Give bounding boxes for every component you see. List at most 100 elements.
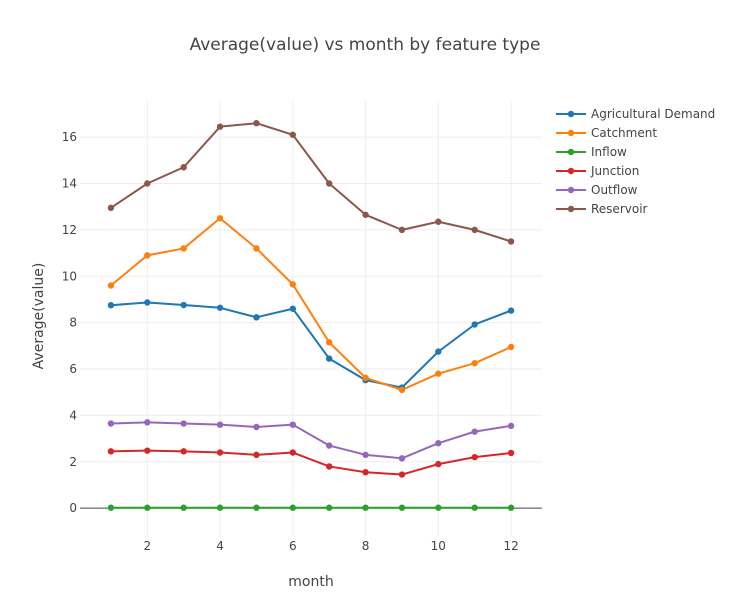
legend-label: Catchment (591, 126, 657, 140)
y-tick-label: 12 (62, 223, 77, 237)
legend-marker (567, 186, 575, 194)
data-point (325, 463, 333, 470)
data-point (289, 449, 297, 456)
x-tick-label: 12 (503, 539, 518, 553)
data-point (398, 504, 406, 511)
data-point (289, 504, 297, 511)
legend-label: Outflow (591, 183, 638, 197)
data-point (253, 451, 260, 459)
gridlines (80, 100, 542, 536)
legend[interactable]: Agricultural Demand Catchment Inflow Juncti… (556, 107, 715, 216)
legend-item[interactable]: Reservoir (556, 202, 648, 216)
legend-marker (567, 148, 575, 156)
data-point (471, 453, 478, 461)
data-point (325, 355, 333, 362)
chart-title: Average(value) vs month by feature type (190, 35, 541, 55)
y-axis-title: Average(value) (31, 263, 47, 370)
data-point (471, 321, 478, 328)
data-point (144, 299, 151, 306)
data-point (507, 504, 515, 511)
data-point (180, 245, 187, 252)
legend-label: Junction (590, 164, 639, 178)
data-point (471, 504, 478, 511)
data-point (398, 455, 406, 462)
data-point (253, 423, 260, 431)
x-axis-ticks: 2 4 6 8 10 12 (143, 539, 518, 553)
data-point (435, 370, 442, 377)
y-tick-label: 4 (69, 408, 77, 422)
data-point (216, 215, 224, 222)
series-line (110, 421, 512, 460)
legend-label: Reservoir (591, 202, 648, 216)
y-tick-label: 0 (69, 501, 77, 515)
data-point (471, 226, 478, 234)
data-point (107, 448, 115, 455)
data-point (325, 180, 333, 187)
data-point (107, 204, 115, 212)
legend-marker (567, 110, 575, 118)
series-outflow (107, 419, 515, 462)
data-point (362, 451, 369, 459)
data-point (144, 419, 151, 426)
x-axis-title: month (288, 574, 333, 590)
data-point (325, 339, 333, 346)
data-point (180, 420, 187, 427)
data-point (435, 218, 442, 225)
data-point (107, 504, 115, 511)
y-tick-label: 6 (69, 362, 77, 376)
data-point (253, 245, 260, 252)
data-point (144, 252, 151, 259)
y-tick-label: 16 (62, 130, 77, 144)
data-point (435, 440, 442, 447)
data-point (216, 449, 224, 456)
data-point (253, 119, 260, 127)
data-point (398, 471, 406, 478)
legend-item[interactable]: Catchment (556, 126, 657, 140)
data-point (289, 305, 297, 312)
legend-item[interactable]: Inflow (556, 145, 627, 159)
data-point (289, 421, 297, 428)
data-point (362, 504, 369, 511)
data-point (107, 420, 115, 427)
data-point (107, 302, 115, 309)
data-point (362, 211, 369, 218)
data-point (180, 301, 187, 309)
x-tick-label: 8 (362, 539, 370, 553)
data-point (471, 360, 478, 367)
data-point (362, 374, 369, 382)
data-point (507, 422, 515, 430)
legend-marker (567, 205, 575, 213)
series-catchment (107, 215, 515, 394)
data-point (325, 442, 333, 449)
series-line (110, 449, 512, 476)
data-point (253, 504, 260, 511)
legend-item[interactable]: Outflow (556, 183, 638, 197)
data-point (253, 314, 260, 321)
data-point (216, 304, 224, 311)
data-point (507, 449, 515, 457)
data-point (471, 428, 478, 435)
data-point (216, 421, 224, 428)
legend-item[interactable]: Junction (556, 164, 639, 178)
series-line (110, 122, 512, 243)
data-point (107, 282, 115, 289)
data-point (435, 460, 442, 468)
x-tick-label: 10 (431, 539, 446, 553)
legend-marker (567, 167, 575, 175)
data-point (507, 238, 515, 245)
x-tick-label: 2 (143, 539, 151, 553)
y-axis-ticks: 0 2 4 6 8 10 12 14 16 (62, 130, 77, 515)
data-point (362, 469, 369, 476)
data-point (180, 164, 187, 171)
data-point (435, 348, 442, 355)
data-point (398, 226, 406, 234)
data-point (289, 281, 297, 288)
data-point (144, 447, 151, 454)
data-point (180, 448, 187, 455)
legend-label: Agricultural Demand (591, 107, 715, 121)
data-point (398, 386, 406, 394)
series-line (110, 301, 512, 389)
data-point (144, 504, 151, 511)
legend-item[interactable]: Agricultural Demand (556, 107, 715, 121)
data-point (507, 343, 515, 351)
